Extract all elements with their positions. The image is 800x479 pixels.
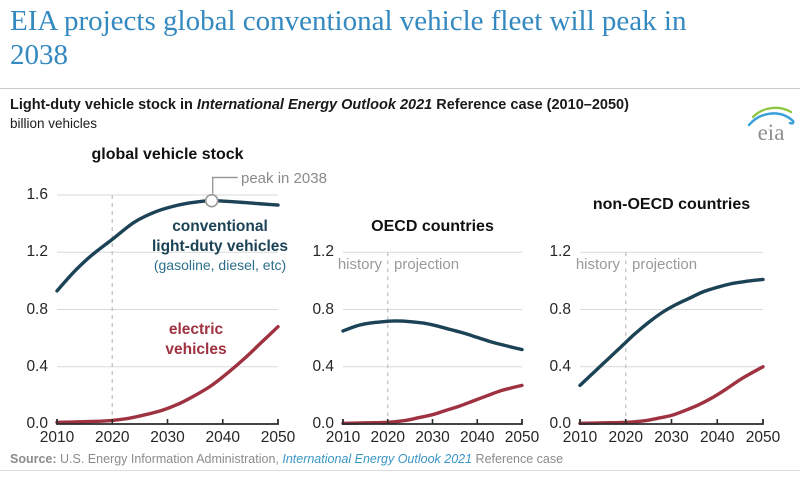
conventional-label-sub: (gasoline, diesel, etc) xyxy=(153,257,287,273)
x-tick-label: 2050 xyxy=(745,429,781,446)
x-tick-label: 2050 xyxy=(504,429,540,446)
chart-title-oecd: OECD countries xyxy=(371,218,494,235)
conventional-label-line2: light-duty vehicles xyxy=(151,237,289,255)
logo-text: eia xyxy=(758,120,785,144)
y-tick-label: 0.8 xyxy=(312,300,334,318)
history-label-oecd: history xyxy=(337,256,382,273)
x-tick-label: 2010 xyxy=(562,429,598,446)
x-tick-label: 2040 xyxy=(205,429,240,446)
y-tick-label: 1.2 xyxy=(26,243,48,261)
peak-annotation-label: peak in 2038 xyxy=(241,170,327,187)
x-tick-label: 2030 xyxy=(654,429,689,446)
source-text2: Reference case xyxy=(472,452,564,466)
y-tick-label: 0.4 xyxy=(549,357,571,375)
y-tick-label: 1.2 xyxy=(312,243,334,261)
y-tick-label: 0.0 xyxy=(312,415,334,432)
history-label-non-oecd: history xyxy=(575,256,620,273)
chart-subtitle: Light-duty vehicle stock in Internationa… xyxy=(10,97,750,113)
chart-title-global: global vehicle stock xyxy=(91,146,244,163)
x-tick-label: 2020 xyxy=(95,429,130,446)
source-report-link: International Energy Outlook 2021 xyxy=(282,452,473,466)
electric-label-line1: electric xyxy=(168,321,224,338)
y-tick-label: 0.4 xyxy=(26,357,48,375)
page-title-line1: EIA projects global conventional vehicle… xyxy=(10,5,687,37)
chart-title-non-oecd: non-OECD countries xyxy=(592,196,751,213)
title-divider xyxy=(0,88,800,89)
y-tick-label: 1.2 xyxy=(549,243,571,261)
projection-label-oecd: projection xyxy=(394,256,460,273)
subtitle-prefix: Light-duty vehicle stock in xyxy=(10,97,197,113)
y-tick-label: 0.0 xyxy=(26,415,48,432)
y-tick-label: 1.6 xyxy=(26,186,48,203)
y-tick-label: 0.8 xyxy=(26,300,48,318)
subtitle-report-name: International Energy Outlook 2021 xyxy=(196,97,433,113)
conventional-label-line1: conventional xyxy=(172,218,268,235)
x-tick-label: 2010 xyxy=(325,429,361,446)
source-line: Source: U.S. Energy Information Administ… xyxy=(10,452,790,466)
y-tick-label: 0.0 xyxy=(549,415,571,432)
page-title: EIA projects global conventional vehicle… xyxy=(10,4,796,72)
logo-blue-arc xyxy=(747,112,795,127)
page-title-line2: 2038 xyxy=(10,39,68,71)
source-text1: U.S. Energy Information Administration, xyxy=(60,452,283,466)
electric-label-line2: vehicles xyxy=(165,340,227,358)
x-tick-label: 2020 xyxy=(370,429,405,446)
conventional-series-label: conventional light-duty vehicles (gasoli… xyxy=(119,217,321,276)
units-label: billion vehicles xyxy=(10,116,98,131)
source-label: Source: xyxy=(10,452,61,466)
x-tick-label: 2020 xyxy=(608,429,643,446)
subtitle-suffix: Reference case (2010–2050) xyxy=(432,97,629,113)
eia-logo: eia xyxy=(746,100,796,145)
y-tick-label: 0.4 xyxy=(312,357,334,375)
x-tick-label: 2030 xyxy=(415,429,450,446)
logo-green-arc xyxy=(751,106,793,119)
footer-divider xyxy=(0,470,800,471)
projection-label-non-oecd: projection xyxy=(632,256,698,273)
x-tick-label: 2050 xyxy=(260,429,296,446)
x-tick-label: 2040 xyxy=(460,429,495,446)
electric-series-label: electric vehicles xyxy=(121,320,271,359)
y-tick-label: 0.8 xyxy=(549,300,571,318)
x-tick-label: 2040 xyxy=(700,429,735,446)
x-tick-label: 2030 xyxy=(150,429,185,446)
x-tick-label: 2010 xyxy=(39,429,75,446)
